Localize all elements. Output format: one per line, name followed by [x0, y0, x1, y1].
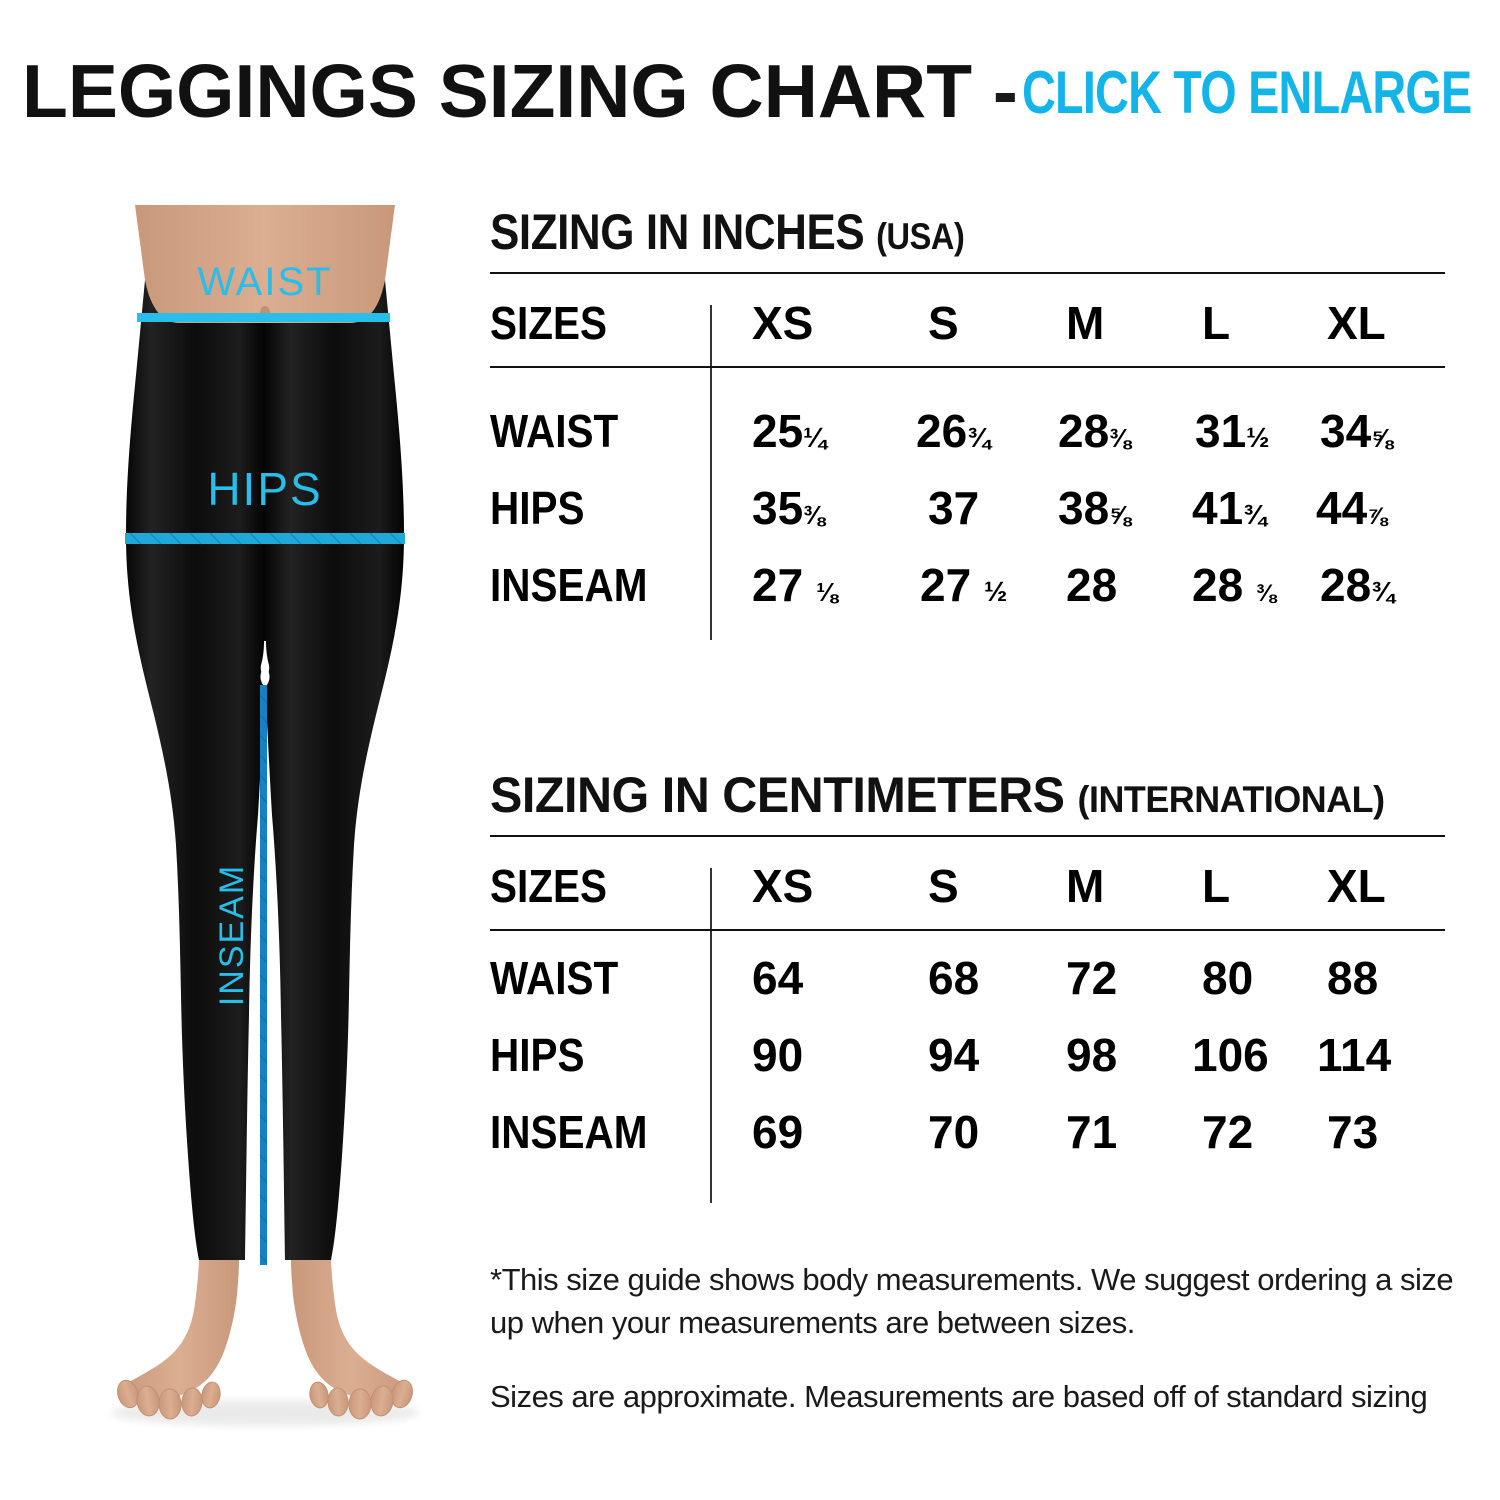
svg-text:WAIST: WAIST — [197, 260, 332, 304]
svg-text:INSEAM: INSEAM — [213, 864, 251, 1006]
svg-text:HIPS: HIPS — [207, 463, 322, 515]
